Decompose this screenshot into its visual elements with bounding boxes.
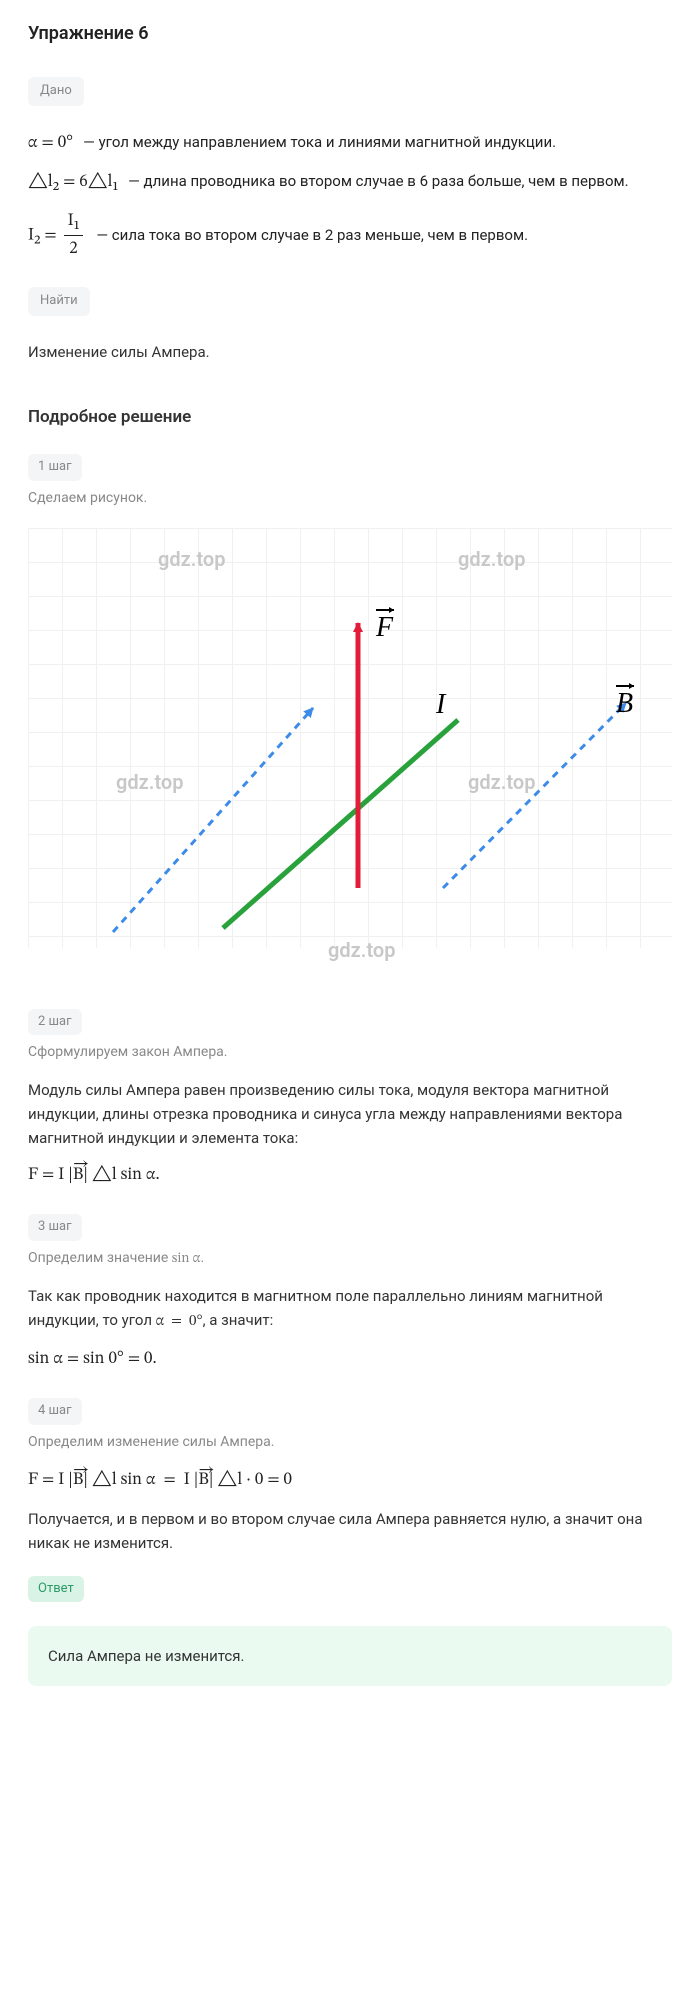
svg-text:B: B bbox=[616, 688, 633, 719]
step-label: Определим значение sin α. bbox=[28, 1247, 672, 1270]
text: — угол между направлением тока и линиями… bbox=[83, 133, 556, 151]
formula: △l₂ = 6△l₁ bbox=[28, 174, 118, 191]
given-line-1: α = 0° — угол между направлением тока и … bbox=[28, 130, 672, 157]
find-text: Изменение силы Ампера. bbox=[28, 340, 672, 364]
step-label: Сформулируем закон Ампера. bbox=[28, 1041, 672, 1063]
formula: F = I |B→| △l sin α. bbox=[28, 1162, 672, 1189]
step-badge: 1 шаг bbox=[28, 454, 82, 481]
fraction: I₁ 2 bbox=[61, 208, 87, 263]
formula-lhs: I₂ = bbox=[28, 228, 61, 245]
step-label: Сделаем рисунок. bbox=[28, 487, 672, 509]
paragraph: Так как проводник находится в магнитном … bbox=[28, 1284, 672, 1334]
given-line-3: I₂ = I₁ 2 — сила тока во втором случае в… bbox=[28, 208, 672, 263]
find-badge: Найти bbox=[28, 287, 90, 316]
numerator: I₁ bbox=[64, 208, 84, 236]
formula: α = 0° bbox=[28, 135, 73, 152]
text: — сила тока во втором случае в 2 раз мен… bbox=[96, 226, 528, 244]
paragraph: Получается, и в первом и во втором случа… bbox=[28, 1507, 672, 1555]
step-badge: 4 шаг bbox=[28, 1398, 82, 1425]
exercise-title: Упражнение 6 bbox=[28, 20, 672, 49]
text: — длина проводника во втором случае в 6 … bbox=[128, 172, 629, 190]
paragraph: Модуль силы Ампера равен произведению си… bbox=[28, 1078, 672, 1150]
figure: F I B gdz.top gdz.top gdz.top gdz.top gd… bbox=[28, 528, 672, 948]
answer-box: Сила Ампера не изменится. bbox=[28, 1626, 672, 1686]
denominator: 2 bbox=[64, 236, 84, 263]
answer-text: Сила Ампера не изменится. bbox=[48, 1647, 244, 1665]
formula: F = I |B→| △l sin α = I |B→| △l · 0 = 0 bbox=[28, 1467, 672, 1494]
given-badge: Дано bbox=[28, 77, 84, 106]
formula: sin α = sin 0° = 0. bbox=[28, 1346, 672, 1373]
solution-heading: Подробное решение bbox=[28, 404, 672, 431]
answer-badge: Ответ bbox=[28, 1576, 84, 1603]
given-line-2: △l₂ = 6△l₁ — длина проводника во втором … bbox=[28, 169, 672, 196]
figure-svg: F I B bbox=[28, 528, 672, 948]
step-badge: 3 шаг bbox=[28, 1214, 82, 1241]
svg-text:I: I bbox=[435, 689, 447, 720]
step-badge: 2 шаг bbox=[28, 1009, 82, 1036]
step-label: Определим изменение силы Ампера. bbox=[28, 1431, 672, 1453]
svg-text:F: F bbox=[375, 612, 394, 643]
